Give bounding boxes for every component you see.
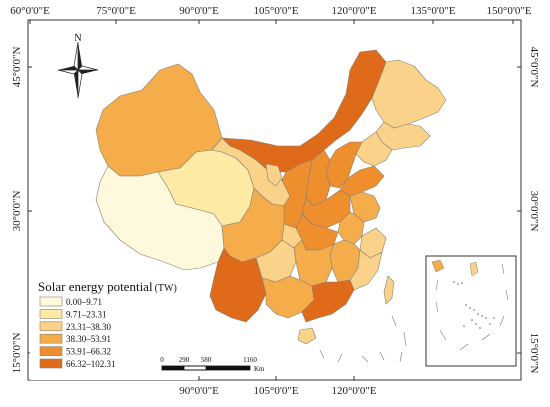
graticule-top-90: 90°0'0"E (179, 5, 219, 17)
graticule-bottom-120: 120°0'0"E (331, 385, 376, 397)
legend-swatch (39, 309, 63, 319)
graticule-right-15: 15°0'0"N (528, 333, 540, 374)
north-arrow-label: N (74, 33, 81, 44)
scale-bar: 0 290 580 1160 Km (160, 356, 265, 373)
legend-swatch (39, 346, 63, 356)
legend: Solar energy potential (TW) 0.00–9.71 9.71… (30, 272, 198, 380)
region-taiwan (383, 275, 395, 305)
legend-swatch (39, 321, 63, 332)
scale-tick-290: 290 (179, 356, 190, 364)
graticule-top-120: 120°0'0"E (331, 5, 376, 17)
graticule-left-15: 15°0'0"N (11, 333, 23, 374)
legend-title: Solar energy potential (TW) (38, 279, 177, 294)
region-heilongjiang (371, 59, 447, 129)
graticule-top-135: 135°0'0"E (410, 5, 455, 17)
legend-label: 38.30–53.91 (66, 334, 111, 344)
legend-items: 0.00–9.71 9.71–23.31 23.31–38.30 38.30–53.9… (39, 296, 116, 369)
graticule-bottom-90: 90°0'0"E (179, 385, 219, 397)
legend-label: 0.00–9.71 (66, 297, 102, 307)
graticule-bottom-105: 105°0'0"E (253, 385, 298, 397)
region-liaoning (355, 131, 393, 167)
sea-boundary-lines (319, 315, 407, 363)
legend-unit: (TW) (155, 283, 177, 294)
south-china-sea-inset (425, 255, 517, 367)
graticule-top-60: 60°0'0"E (10, 5, 50, 17)
legend-label: 66.32–102.31 (66, 359, 116, 369)
north-arrow: N (57, 33, 99, 99)
region-yunnan (209, 247, 267, 323)
province-layer (95, 49, 447, 345)
scale-tick-580: 580 (201, 356, 212, 364)
scale-tick-0: 0 (160, 356, 164, 364)
graticule-left-30: 30°0'0"N (11, 191, 23, 232)
region-hainan (297, 327, 317, 345)
graticule-top-150: 150°0'0"E (486, 5, 531, 17)
region-ningxia (265, 163, 283, 187)
scale-unit: Km (254, 365, 265, 373)
graticule-top-105: 105°0'0"E (253, 5, 298, 17)
legend-label: 23.31–38.30 (66, 322, 112, 332)
graticule-left-45: 45°0'0"N (11, 47, 23, 88)
graticule-top-75: 75°0'0"E (96, 5, 136, 17)
region-guangdong (301, 279, 355, 323)
legend-label: 53.91–66.32 (66, 347, 111, 357)
legend-swatch (39, 358, 63, 369)
graticule-right-45: 45°0'0"N (528, 47, 540, 88)
legend-label: 9.71–23.31 (66, 309, 107, 319)
graticule-ticks (28, 20, 521, 380)
legend-swatch (39, 296, 63, 307)
graticule-right-30: 30°0'0"N (528, 191, 540, 232)
scale-tick-1160: 1160 (243, 356, 257, 364)
legend-swatch (39, 333, 63, 344)
